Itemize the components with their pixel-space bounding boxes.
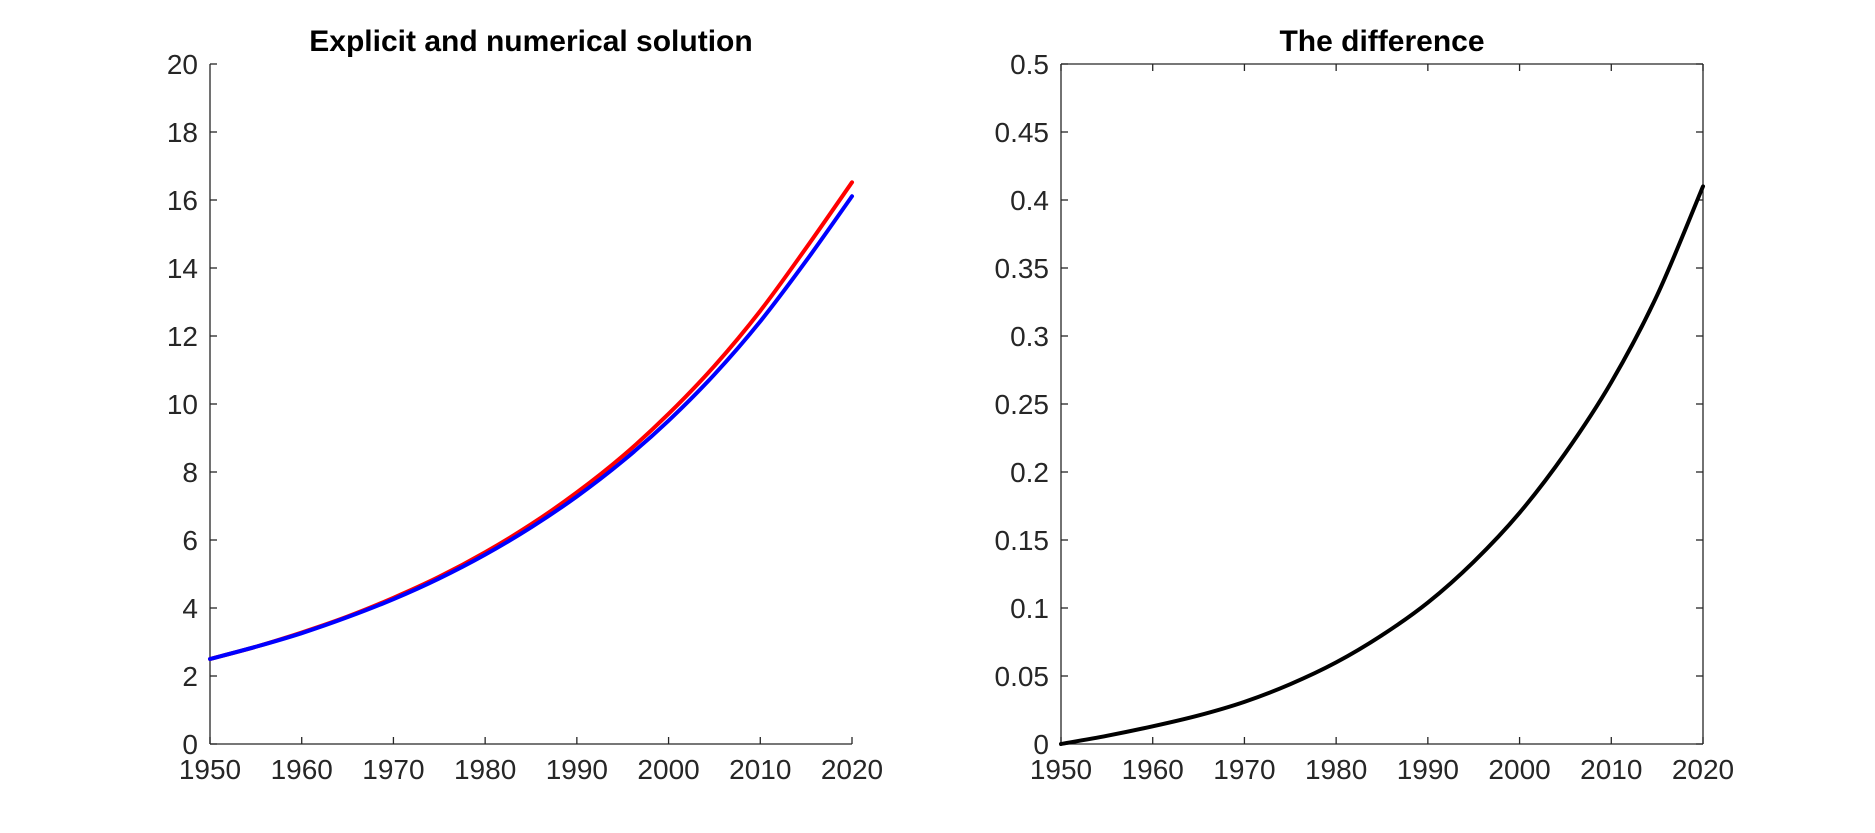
x-tick-label: 2000 — [1488, 754, 1550, 785]
x-tick-label: 1970 — [362, 754, 424, 785]
y-tick-label: 20 — [167, 49, 198, 80]
y-tick-label: 8 — [182, 457, 198, 488]
y-tick-label: 0.05 — [995, 661, 1050, 692]
chart-title: Explicit and numerical solution — [309, 25, 752, 58]
series-line-0 — [1059, 184, 1705, 746]
y-tick-label: 18 — [167, 117, 198, 148]
x-tick-label: 2000 — [637, 754, 699, 785]
x-tick-label: 2020 — [1672, 754, 1734, 785]
y-tick-label: 0 — [182, 729, 198, 760]
chart-title: The difference — [1279, 25, 1484, 58]
y-tick-label: 0.4 — [1010, 185, 1049, 216]
y-tick-label: 4 — [182, 593, 198, 624]
y-tick-label: 0.2 — [1010, 457, 1049, 488]
y-tick-label: 6 — [182, 525, 198, 556]
y-tick-label: 14 — [167, 253, 198, 284]
y-tick-label: 0.45 — [995, 117, 1050, 148]
y-tick-label: 16 — [167, 185, 198, 216]
series-line-1 — [208, 194, 854, 661]
x-tick-label: 1960 — [271, 754, 333, 785]
left-chart-panel: 1950 1960 1970 1980 1990 2000 2010 2020 0 2 4 6 8 10 1… — [167, 25, 883, 785]
y-tick-label: 2 — [182, 661, 198, 692]
y-tick-label: 10 — [167, 389, 198, 420]
x-tick-label: 1980 — [1305, 754, 1367, 785]
y-tick-label: 0 — [1033, 729, 1049, 760]
series-line-0 — [208, 180, 854, 661]
x-tick-label: 2010 — [1580, 754, 1642, 785]
x-tick-label: 1990 — [546, 754, 608, 785]
x-tick-label: 2010 — [729, 754, 791, 785]
y-tick-label: 0.25 — [995, 389, 1050, 420]
x-tick-label: 1950 — [179, 754, 241, 785]
x-tick-label: 1960 — [1122, 754, 1184, 785]
y-tick-label: 0.1 — [1010, 593, 1049, 624]
y-tick-label: 0.5 — [1010, 49, 1049, 80]
y-tick-label: 0.35 — [995, 253, 1050, 284]
x-tick-label: 1980 — [454, 754, 516, 785]
y-tick-label: 0.3 — [1010, 321, 1049, 352]
y-tick-label: 0.15 — [995, 525, 1050, 556]
x-tick-label: 1950 — [1030, 754, 1092, 785]
x-tick-label: 1970 — [1213, 754, 1275, 785]
x-tick-label: 2020 — [821, 754, 883, 785]
y-tick-label: 12 — [167, 321, 198, 352]
x-tick-label: 1990 — [1397, 754, 1459, 785]
right-chart-panel: 1950 1960 1970 1980 1990 2000 2010 2020 0 0.05 0.1… — [995, 25, 1735, 785]
